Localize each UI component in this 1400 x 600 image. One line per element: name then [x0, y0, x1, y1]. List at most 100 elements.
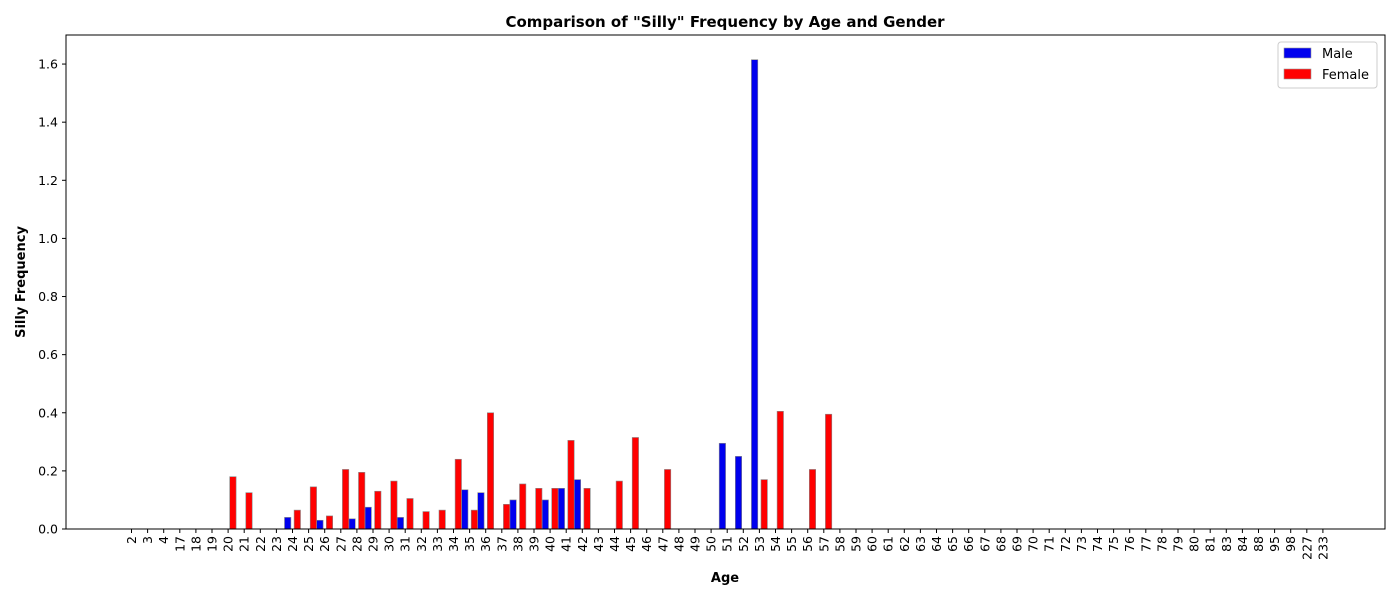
x-tick-label: 83 [1219, 536, 1234, 552]
x-tick-label: 28 [349, 536, 364, 552]
bar-male [751, 59, 759, 530]
x-tick-label: 27 [333, 536, 348, 552]
x-tick-label: 18 [188, 536, 203, 552]
bar-female [245, 492, 253, 530]
x-tick-label: 53 [752, 536, 767, 552]
x-tick-label: 40 [543, 536, 558, 552]
x-tick-label: 39 [527, 536, 542, 552]
x-tick-label: 75 [1106, 536, 1121, 552]
x-tick-label: 58 [832, 536, 847, 552]
bar-male [477, 492, 485, 530]
x-tick-label: 23 [269, 536, 284, 552]
bar-female [229, 476, 237, 530]
x-tick-label: 78 [1154, 536, 1169, 552]
bar-male [364, 506, 372, 530]
bar-female [631, 437, 639, 530]
bar-male [348, 518, 356, 530]
y-tick-label: 1.2 [38, 173, 58, 188]
x-tick-label: 29 [366, 536, 381, 552]
bar-female [422, 511, 430, 530]
x-tick-label: 24 [285, 536, 300, 552]
bar-female [519, 483, 527, 530]
x-tick-label: 47 [655, 536, 670, 552]
bar-male [461, 489, 469, 530]
bar-male [718, 442, 726, 530]
x-tick-label: 19 [205, 536, 220, 552]
x-tick-label: 54 [768, 536, 783, 552]
x-tick-label: 62 [897, 536, 912, 552]
x-tick-label: 43 [591, 536, 606, 552]
legend-swatch-male [1283, 47, 1312, 59]
x-tick-label: 84 [1235, 536, 1250, 552]
x-tick-label: 3 [140, 536, 155, 544]
x-tick-label: 25 [301, 536, 316, 552]
x-axis: 2 3 4 17 18 19 20 21 22 23 24 25 26 27 28 29 30 31 32 33 34 3… [124, 529, 1330, 560]
bar-female [551, 488, 559, 530]
x-tick-label: 76 [1122, 536, 1137, 552]
bar-female [808, 469, 816, 530]
x-tick-label: 73 [1074, 536, 1089, 552]
bar-female [390, 480, 398, 530]
x-tick-label: 79 [1171, 536, 1186, 552]
x-axis-label: Age [711, 571, 739, 586]
x-tick-label: 56 [800, 536, 815, 552]
bars-group [229, 59, 833, 530]
x-tick-label: 36 [478, 536, 493, 552]
x-tick-label: 32 [414, 536, 429, 552]
x-tick-label: 77 [1138, 536, 1153, 552]
bar-female [825, 413, 833, 530]
chart-title: Comparison of "Silly" Frequency by Age a… [505, 13, 945, 31]
x-tick-label: 227 [1299, 536, 1314, 560]
bar-male [573, 479, 581, 530]
y-tick-label: 0.8 [38, 289, 58, 304]
x-tick-label: 57 [816, 536, 831, 552]
x-tick-label: 52 [736, 536, 751, 552]
y-tick-label: 1.0 [38, 231, 58, 246]
x-tick-label: 66 [961, 536, 976, 552]
x-tick-label: 59 [849, 536, 864, 552]
x-tick-label: 60 [865, 536, 880, 552]
bar-female [309, 486, 317, 530]
x-tick-label: 38 [510, 536, 525, 552]
bar-female [438, 509, 446, 530]
bar-female [342, 469, 350, 530]
x-tick-label: 63 [913, 536, 928, 552]
x-tick-label: 2 [124, 536, 139, 544]
x-tick-label: 49 [688, 536, 703, 552]
bar-female [406, 498, 414, 530]
x-tick-label: 26 [317, 536, 332, 552]
x-tick-label: 81 [1203, 536, 1218, 552]
legend: Male Female [1277, 41, 1378, 89]
bar-female [293, 509, 301, 530]
bar-female [583, 488, 591, 530]
x-tick-label: 20 [221, 536, 236, 552]
y-tick-label: 0.0 [38, 522, 58, 537]
bar-female [615, 480, 623, 530]
x-tick-label: 70 [1026, 536, 1041, 552]
x-tick-label: 95 [1267, 536, 1282, 552]
x-tick-label: 31 [398, 536, 413, 552]
bar-female [776, 411, 784, 530]
bar-female [486, 412, 494, 530]
bar-male [734, 456, 742, 530]
bar-female [567, 440, 575, 530]
x-tick-label: 67 [977, 536, 992, 552]
x-tick-label: 61 [881, 536, 896, 552]
x-tick-label: 33 [430, 536, 445, 552]
x-tick-label: 4 [156, 536, 171, 544]
bar-female [325, 515, 333, 530]
bar-male [541, 499, 549, 530]
x-tick-label: 21 [237, 536, 252, 552]
x-tick-label: 42 [575, 536, 590, 552]
x-tick-label: 233 [1315, 536, 1330, 560]
x-tick-label: 37 [494, 536, 509, 552]
x-tick-label: 71 [1042, 536, 1057, 552]
x-tick-label: 98 [1283, 536, 1298, 552]
x-tick-label: 51 [720, 536, 735, 552]
x-tick-label: 46 [639, 536, 654, 552]
x-tick-label: 72 [1058, 536, 1073, 552]
x-tick-label: 55 [784, 536, 799, 552]
bar-female [374, 490, 382, 530]
x-tick-label: 50 [704, 536, 719, 552]
